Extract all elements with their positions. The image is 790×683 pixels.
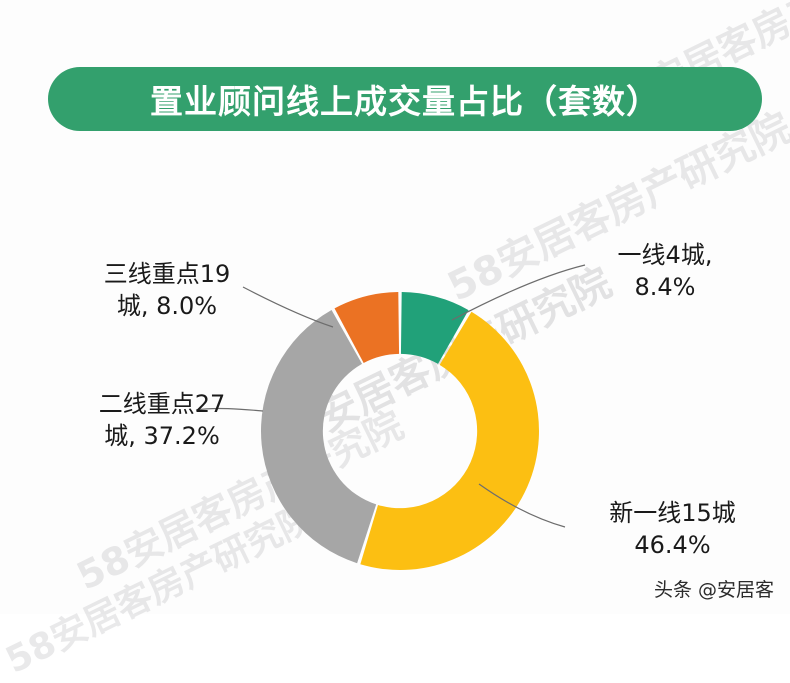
leader-line-newtier1 — [478, 483, 566, 528]
page-title: 置业顾问线上成交量占比（套数） — [150, 82, 660, 121]
donut-slice-4[interactable] — [334, 292, 400, 363]
donut-slice-1[interactable] — [400, 292, 469, 364]
slice-label-tier3: 三线重点19 城, 8.0% — [72, 258, 262, 322]
donut-chart: 三线重点19 城, 8.0% 二线重点27 城, 37.2% 一线4城, 8.4… — [62, 239, 780, 570]
donut-slice-3[interactable] — [260, 310, 377, 564]
leader-line-tier3 — [242, 286, 334, 328]
leader-line-tier2 — [195, 407, 264, 412]
source-credit: 头条 @安居客 — [653, 579, 774, 601]
leader-line-group — [195, 264, 586, 528]
slice-label-tier1-line1: 一线4城, — [617, 241, 713, 269]
chart-title-banner: 置业顾问线上成交量占比（套数） — [48, 67, 762, 131]
slice-label-newtier1-line1: 新一线15城 — [609, 499, 736, 527]
donut-chart-svg — [195, 264, 586, 570]
slice-label-tier3-line2: 城, 8.0% — [116, 292, 218, 320]
donut-slice-2[interactable] — [360, 311, 539, 570]
slice-label-tier1-line2: 8.4% — [634, 273, 696, 301]
slice-label-tier2: 二线重点27 城, 37.2% — [62, 388, 262, 452]
slice-label-tier2-line2: 城, 37.2% — [104, 422, 220, 450]
slice-label-tier2-line1: 二线重点27 — [98, 390, 226, 418]
slice-label-tier3-line1: 三线重点19 — [103, 260, 231, 288]
donut-slice-group — [260, 292, 539, 570]
slice-label-newtier1: 新一线15城 46.4% — [565, 497, 780, 561]
slice-label-newtier1-line2: 46.4% — [634, 531, 711, 559]
slice-label-tier1: 一线4城, 8.4% — [585, 239, 745, 303]
leader-line-tier1 — [451, 264, 586, 321]
